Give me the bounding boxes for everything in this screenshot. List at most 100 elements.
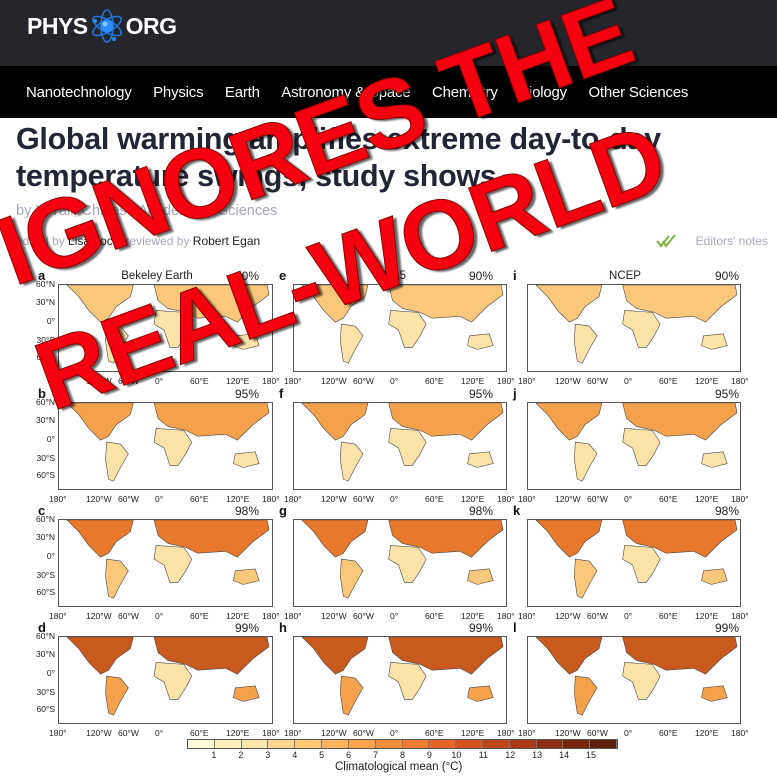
nav-item-earth[interactable]: Earth [224,83,260,101]
panel-source-title: NCEP [609,270,641,282]
longitude-label: 180° [518,376,536,386]
panel-percentile: 95% [468,387,493,401]
map-landmass [66,520,270,599]
panel-source-title: ERA5 [375,270,407,282]
longitude-label: 60°W [587,494,608,504]
longitude-label: 60°W [353,494,374,504]
map-landmass [301,520,504,599]
colorbar-tick: 13 [532,750,543,760]
latitude-label: 0° [46,316,55,326]
world-map [527,284,741,372]
panel-letter: i [513,268,517,283]
longitude-label: 60°W [118,494,139,504]
panel-percentile: 99% [714,621,739,635]
panel-percentile: 98% [234,504,259,518]
longitude-label: 120°E [461,611,485,621]
longitude-label: 120°E [226,494,250,504]
longitude-label: 60°E [190,376,209,386]
nav-item-other-sciences[interactable]: Other Sciences [588,83,689,101]
longitude-label: 0° [624,376,633,386]
longitude-label: 120°E [226,728,250,738]
longitude-label: 60°E [190,494,209,504]
map-landmass [301,285,504,364]
colorbar-swatch [268,740,296,748]
longitude-label: 120°E [226,611,250,621]
map-panel: g 98% 180° 120°W 60°W 0° 60°E 120°E 180° [279,503,515,621]
nav-item-nanotechnology[interactable]: Nanotechnology [26,83,132,101]
panel-letter: g [279,503,287,518]
longitude-label: 60°W [118,728,139,738]
longitude-label: 180° [497,611,515,621]
longitude-label: 120°W [86,376,112,386]
logo-text-left: PHYS [27,12,88,39]
panel-letter: a [38,268,46,283]
map-panel: a Bekeley Earth 90% 60°N 30°N 0° 30°S 60°S 180° 1… [27,268,281,386]
panel-letter: c [38,503,46,518]
longitude-label: 180° [284,611,302,621]
nav-item-astronomy-space[interactable]: Astronomy & Space [281,83,411,101]
panel-percentile: 99% [234,621,259,635]
colorbar-swatch [214,740,242,748]
longitude-label: 0° [390,494,399,504]
panel-percentile: 95% [234,387,259,401]
longitude-label: 120°W [86,494,112,504]
panel-percentile: 98% [468,504,493,518]
atom-icon [91,9,122,43]
longitude-label: 60°E [425,611,444,621]
colorbar-tick: 10 [451,750,462,760]
latitude-label: 60°N [36,514,55,524]
editor-link[interactable]: Lisa Lock [68,234,119,248]
colorbar-swatch [295,740,323,748]
longitude-label: 0° [390,376,399,386]
longitude-label: 180° [731,376,749,386]
world-map [527,519,741,607]
map-landmass [535,285,738,364]
article-byline: by Li Yali, Chinese Academy of Sciences [16,203,278,219]
longitude-label: 180° [262,376,280,386]
world-map [58,636,273,724]
longitude-label: 120°E [695,376,719,386]
colorbar-swatch [402,740,430,748]
map-panel: l 99% 180° 120°W 60°W 0° 60°E 120°E 180° [513,620,749,738]
longitude-label: 180° [262,611,280,621]
longitude-label: 0° [390,728,399,738]
map-panel: d 99% 60°N 30°N 0° 30°S 60°S 180° 120°W 60°W 0° 60°… [27,620,281,738]
editors-notes-button[interactable]: Editors' notes [655,234,768,248]
longitude-label: 120°W [86,728,112,738]
map-panel: h 99% 180° 120°W 60°W 0° 60°E 120°E 180° [279,620,515,738]
map-landmass [301,403,504,482]
panel-percentile: 90% [234,269,259,283]
longitude-label: 0° [155,728,164,738]
map-panel: i NCEP 90% 180° 120°W 60°W 0° 60°E 120°E 180° [513,268,749,386]
latitude-label: 0° [46,668,55,678]
longitude-label: 0° [624,611,633,621]
panel-percentile: 98% [714,504,739,518]
longitude-label: 0° [624,494,633,504]
longitude-label: 120°W [321,611,347,621]
panel-letter: j [513,386,517,401]
nav-item-biology[interactable]: Biology [519,83,567,101]
reviewer-link[interactable]: Robert Egan [192,234,261,248]
nav-item-chemistry[interactable]: Chemistry [431,83,498,101]
panel-letter: k [513,503,521,518]
longitude-label: 120°W [555,611,581,621]
longitude-label: 180° [731,494,749,504]
longitude-label: 60°E [659,728,678,738]
longitude-label: 120°E [461,494,485,504]
colorbar-swatch [456,740,483,748]
nav-item-physics[interactable]: Physics [153,83,204,101]
longitude-label: 120°W [555,494,581,504]
longitude-label: 180° [731,728,749,738]
longitude-label: 60°E [659,611,678,621]
map-landmass [535,637,738,716]
panel-source-title: Bekeley Earth [121,270,193,282]
latitude-label: 30°S [36,570,55,580]
site-logo[interactable]: PHYS ORG [27,8,177,44]
world-map [58,519,273,607]
panel-percentile: 90% [468,269,493,283]
map-panel: j 95% 180° 120°W 60°W 0° 60°E 120°E 180° [513,386,749,504]
latitude-label: 30°N [36,532,55,542]
world-map [527,636,741,724]
colorbar-swatch [241,740,269,748]
longitude-label: 60°E [425,376,444,386]
